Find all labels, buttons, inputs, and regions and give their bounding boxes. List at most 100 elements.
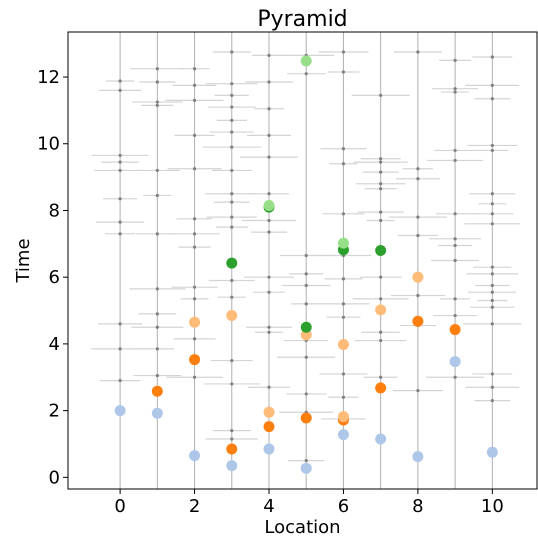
background-point [379, 170, 383, 174]
background-point [230, 215, 234, 219]
background-point [453, 313, 457, 318]
data-point [337, 339, 349, 351]
background-point [490, 305, 494, 309]
background-point [490, 399, 494, 403]
background-point [490, 202, 494, 206]
data-point [449, 324, 461, 336]
background-point [192, 285, 197, 289]
background-point [490, 83, 494, 87]
y-tick-label: 2 [49, 401, 60, 422]
background-point [192, 297, 197, 301]
background-point [304, 302, 308, 306]
background-point [490, 55, 494, 59]
background-point [416, 215, 420, 219]
background-point [230, 437, 234, 441]
background-point [155, 373, 159, 378]
data-point [151, 385, 163, 397]
background-point [192, 167, 197, 171]
y-axis-label: Time [13, 238, 34, 283]
data-point [300, 321, 312, 333]
data-point [337, 429, 349, 441]
background-point [341, 302, 346, 306]
background-point [379, 210, 383, 214]
background-point [230, 192, 234, 196]
background-point [192, 232, 197, 236]
background-point [230, 358, 234, 363]
background-point [230, 105, 234, 109]
data-point [189, 450, 201, 462]
background-point [379, 338, 383, 343]
background-point [267, 330, 271, 334]
background-point [490, 143, 494, 148]
background-point [341, 315, 346, 319]
background-point [230, 82, 234, 86]
background-point [304, 72, 308, 76]
data-point [486, 446, 498, 458]
data-point [337, 411, 349, 423]
y-tick-label: 10 [37, 134, 60, 155]
data-point [226, 257, 238, 269]
background-point [341, 395, 346, 399]
background-point [267, 107, 271, 111]
background-point [192, 98, 197, 102]
x-tick-label: 8 [412, 496, 423, 517]
background-point [453, 58, 457, 62]
background-point [341, 162, 346, 166]
background-point [416, 177, 420, 181]
background-point [453, 375, 457, 379]
background-point [453, 237, 457, 241]
background-point [341, 277, 346, 281]
background-point [192, 217, 197, 221]
background-point [267, 325, 271, 329]
background-point [267, 80, 271, 84]
data-point [375, 433, 387, 445]
background-point [230, 295, 234, 299]
background-point [155, 103, 159, 107]
x-tick-label: 10 [481, 496, 504, 517]
background-point [304, 283, 308, 288]
background-point [118, 220, 122, 224]
background-point [230, 130, 234, 134]
background-point [267, 192, 271, 196]
y-tick-label: 8 [49, 200, 60, 221]
data-point [300, 329, 312, 341]
background-point [453, 258, 457, 263]
data-point [412, 271, 424, 283]
data-point [300, 462, 312, 474]
background-point [453, 212, 457, 216]
background-point [267, 230, 271, 234]
y-tick-label: 4 [49, 334, 60, 355]
x-axis-label: Location [264, 517, 340, 538]
background-point [453, 90, 457, 94]
x-tick-label: 2 [189, 496, 200, 517]
data-point [375, 382, 387, 394]
background-point [453, 158, 457, 163]
y-tick-label: 0 [49, 467, 60, 488]
background-point [230, 225, 234, 229]
data-point [337, 237, 349, 249]
background-point [155, 232, 159, 236]
data-point [412, 451, 424, 463]
background-point [155, 312, 159, 316]
background-point [379, 187, 383, 191]
x-tick-label: 0 [114, 496, 125, 517]
background-point [267, 155, 271, 159]
background-point [341, 50, 346, 54]
background-point [379, 218, 383, 223]
background-point [118, 168, 122, 173]
background-point [155, 100, 159, 104]
background-point [416, 388, 420, 393]
data-point [226, 460, 238, 472]
background-point [118, 347, 122, 351]
background-point [267, 133, 271, 138]
background-point [453, 297, 457, 301]
data-point [300, 412, 312, 424]
background-point [379, 157, 383, 161]
background-point [379, 160, 383, 164]
background-point [304, 272, 308, 276]
background-point [192, 133, 197, 138]
background-point [118, 88, 122, 92]
data-point [412, 315, 424, 327]
background-point [230, 429, 234, 433]
y-tick-label: 6 [49, 267, 60, 288]
